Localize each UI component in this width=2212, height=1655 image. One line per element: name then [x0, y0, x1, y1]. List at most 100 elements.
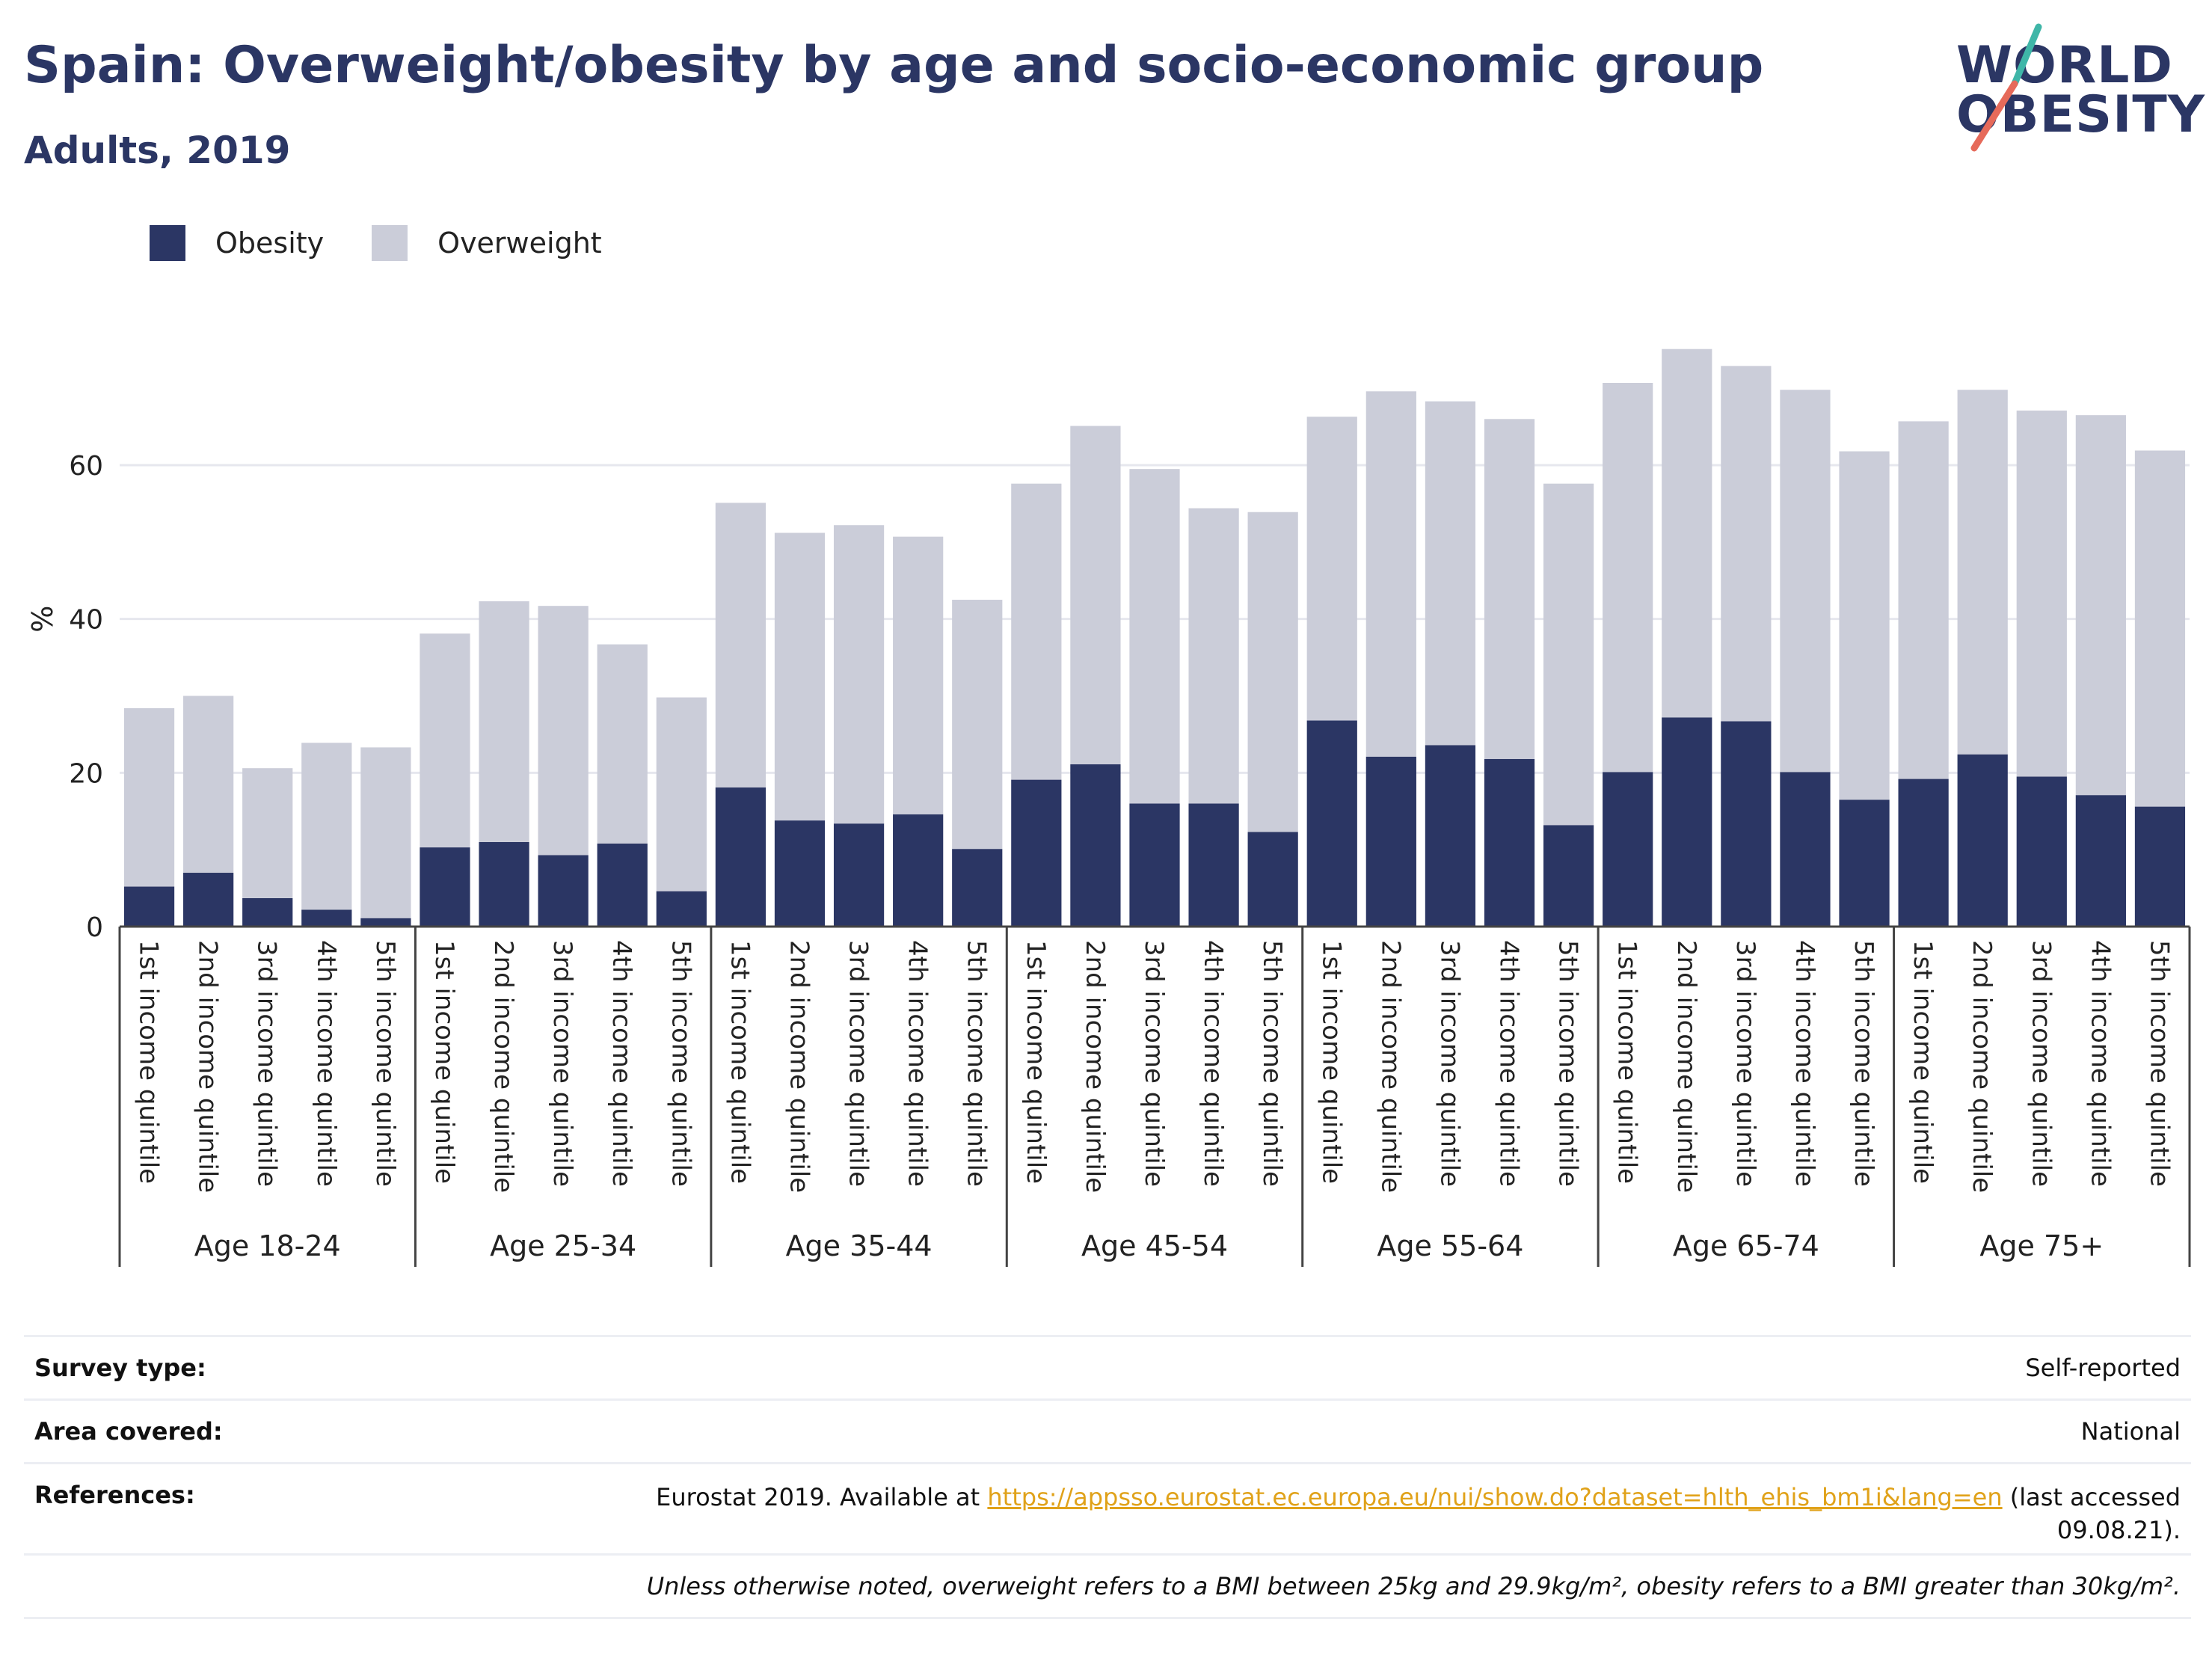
- x-tick-label-23: 4th income quintile: [1494, 940, 1524, 1187]
- logo-word-world: WORLD: [1956, 36, 2173, 95]
- bar-overweight-19: [1247, 512, 1298, 832]
- bar-obesity-19: [1247, 832, 1298, 927]
- group-label-5: Age 65-74: [1673, 1229, 1819, 1262]
- x-tick-label-27: 3rd income quintile: [1730, 940, 1760, 1187]
- x-tick-label-4: 5th income quintile: [370, 940, 400, 1187]
- group-label-3: Age 45-54: [1081, 1229, 1228, 1262]
- bar-obesity-14: [952, 849, 1003, 927]
- references-suffix: (last accessed: [2002, 1483, 2181, 1511]
- world-obesity-logo: WORLD OBESITY: [1952, 21, 2205, 156]
- bar-obesity-25: [1603, 772, 1653, 927]
- x-tick-label-15: 1st income quintile: [1021, 940, 1051, 1184]
- x-tick-label-3: 4th income quintile: [311, 940, 341, 1187]
- x-tick-label-26: 2nd income quintile: [1671, 940, 1701, 1193]
- bar-overweight-1: [183, 696, 234, 873]
- bar-overweight-23: [1484, 419, 1535, 759]
- bar-obesity-6: [479, 841, 529, 927]
- group-label-2: Age 35-44: [786, 1229, 933, 1262]
- bar-obesity-2: [242, 897, 293, 927]
- bar-overweight-21: [1365, 391, 1416, 757]
- bar-obesity-11: [774, 820, 826, 927]
- bar-overweight-20: [1306, 417, 1357, 721]
- x-tick-label-0: 1st income quintile: [134, 940, 164, 1184]
- bar-obesity-7: [538, 855, 589, 927]
- references-value: Eurostat 2019. Available at https://apps…: [656, 1481, 2181, 1547]
- bar-obesity-0: [123, 886, 175, 927]
- bar-overweight-9: [656, 697, 707, 891]
- bar-obesity-4: [360, 918, 411, 927]
- bar-obesity-22: [1425, 745, 1476, 927]
- x-tick-label-14: 5th income quintile: [962, 940, 992, 1187]
- group-label-4: Age 55-64: [1377, 1229, 1523, 1262]
- x-tick-label-32: 3rd income quintile: [2026, 940, 2056, 1187]
- bar-overweight-33: [2075, 415, 2126, 796]
- x-tick-label-21: 2nd income quintile: [1375, 940, 1405, 1193]
- bar-obesity-17: [1129, 803, 1180, 927]
- info-row-note: Unless otherwise noted, overweight refer…: [24, 1553, 2191, 1619]
- x-tick-label-31: 2nd income quintile: [1967, 940, 1997, 1193]
- bar-overweight-14: [952, 599, 1003, 850]
- bar-overweight-29: [1839, 451, 1890, 800]
- legend-label-overweight: Overweight: [437, 227, 602, 260]
- bar-overweight-13: [893, 536, 944, 814]
- x-tick-label-10: 1st income quintile: [725, 940, 755, 1184]
- x-tick-label-25: 1st income quintile: [1612, 940, 1642, 1184]
- area-label: Area covered:: [34, 1417, 223, 1446]
- x-tick-label-7: 3rd income quintile: [547, 940, 577, 1187]
- survey-type-value: Self-reported: [2025, 1354, 2181, 1382]
- references-date: 09.08.21).: [2056, 1516, 2181, 1544]
- x-tick-label-17: 3rd income quintile: [1139, 940, 1169, 1187]
- survey-type-label: Survey type:: [34, 1354, 206, 1382]
- x-tick-label-28: 4th income quintile: [1789, 940, 1819, 1187]
- y-tick-label-20: 20: [69, 758, 103, 789]
- legend-item-overweight[interactable]: Overweight: [372, 225, 602, 261]
- bar-obesity-3: [301, 909, 352, 927]
- chart-legend: Obesity Overweight: [150, 221, 650, 265]
- bar-overweight-15: [1011, 483, 1062, 780]
- bar-overweight-17: [1129, 469, 1180, 804]
- bar-obesity-18: [1188, 803, 1239, 927]
- info-row-area: Area covered: National: [24, 1398, 2191, 1462]
- bar-obesity-26: [1662, 717, 1712, 927]
- bar-obesity-23: [1484, 758, 1535, 927]
- bar-obesity-21: [1365, 756, 1416, 927]
- chart-title: Spain: Overweight/obesity by age and soc…: [24, 36, 1764, 95]
- bar-overweight-16: [1070, 426, 1121, 765]
- y-tick-label-40: 40: [69, 605, 103, 636]
- y-axis-label: %: [26, 606, 59, 633]
- bar-obesity-32: [2016, 776, 2067, 927]
- chart-subtitle: Adults, 2019: [24, 129, 291, 172]
- x-tick-label-22: 3rd income quintile: [1434, 940, 1464, 1187]
- bar-overweight-2: [242, 768, 293, 898]
- bar-obesity-34: [2134, 806, 2186, 927]
- legend-item-obesity[interactable]: Obesity: [150, 225, 324, 261]
- legend-swatch-obesity: [150, 225, 185, 261]
- info-row-survey-type: Survey type: Self-reported: [24, 1335, 2191, 1398]
- x-tick-label-30: 1st income quintile: [1908, 940, 1938, 1184]
- x-tick-label-11: 2nd income quintile: [784, 940, 814, 1193]
- bar-overweight-28: [1780, 390, 1831, 773]
- info-row-references: References: Eurostat 2019. Available at …: [24, 1462, 2191, 1553]
- bar-overweight-22: [1425, 401, 1476, 746]
- bar-overweight-3: [301, 743, 352, 910]
- references-link[interactable]: https://appsso.eurostat.ec.europa.eu/nui…: [987, 1483, 2003, 1511]
- x-tick-label-16: 2nd income quintile: [1080, 940, 1110, 1193]
- bar-overweight-8: [597, 644, 648, 844]
- bar-obesity-31: [1957, 754, 2008, 927]
- legend-label-obesity: Obesity: [215, 227, 325, 260]
- bar-obesity-20: [1306, 720, 1357, 927]
- bar-obesity-13: [893, 814, 944, 927]
- x-tick-label-12: 3rd income quintile: [844, 940, 873, 1187]
- group-label-1: Age 25-34: [490, 1229, 636, 1262]
- bar-overweight-5: [420, 633, 470, 848]
- x-tick-label-20: 1st income quintile: [1316, 940, 1346, 1184]
- references-prefix: Eurostat 2019. Available at: [656, 1483, 988, 1511]
- bar-obesity-1: [183, 873, 234, 927]
- bar-obesity-9: [656, 891, 707, 927]
- bar-obesity-27: [1721, 721, 1772, 927]
- x-tick-label-29: 5th income quintile: [1849, 940, 1878, 1187]
- bar-overweight-7: [538, 606, 589, 856]
- y-tick-label-0: 0: [86, 912, 103, 943]
- bar-overweight-25: [1603, 382, 1653, 773]
- x-tick-label-33: 4th income quintile: [2085, 940, 2115, 1187]
